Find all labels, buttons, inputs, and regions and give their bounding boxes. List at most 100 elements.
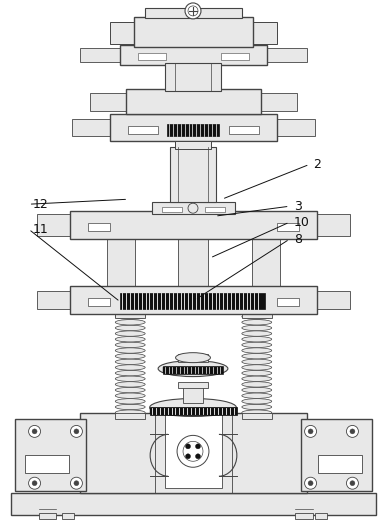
Circle shape bbox=[305, 425, 317, 438]
Text: 12: 12 bbox=[33, 198, 48, 211]
Ellipse shape bbox=[115, 342, 145, 347]
Circle shape bbox=[346, 425, 358, 438]
Text: 10: 10 bbox=[294, 216, 310, 228]
Bar bbox=[263, 48, 307, 62]
Ellipse shape bbox=[242, 365, 272, 370]
Circle shape bbox=[183, 441, 203, 461]
Ellipse shape bbox=[242, 381, 272, 387]
Bar bbox=[163, 367, 223, 373]
Bar bbox=[15, 419, 86, 491]
Bar bbox=[165, 63, 221, 91]
Circle shape bbox=[70, 477, 82, 489]
Ellipse shape bbox=[242, 376, 272, 381]
Bar bbox=[175, 141, 211, 149]
Bar bbox=[252, 236, 280, 286]
Bar bbox=[36, 291, 74, 309]
Text: 11: 11 bbox=[33, 223, 48, 236]
Ellipse shape bbox=[150, 399, 236, 417]
Ellipse shape bbox=[115, 405, 145, 410]
Bar bbox=[120, 45, 267, 64]
Ellipse shape bbox=[242, 336, 272, 342]
Bar bbox=[295, 513, 313, 519]
Circle shape bbox=[308, 429, 313, 434]
Ellipse shape bbox=[242, 410, 272, 416]
Ellipse shape bbox=[242, 359, 272, 365]
Ellipse shape bbox=[242, 399, 272, 404]
Bar bbox=[39, 513, 57, 519]
Bar bbox=[167, 125, 219, 136]
Ellipse shape bbox=[115, 370, 145, 376]
Bar bbox=[80, 48, 124, 62]
Text: 2: 2 bbox=[313, 158, 322, 171]
Bar bbox=[318, 455, 362, 473]
Bar bbox=[107, 236, 135, 286]
Ellipse shape bbox=[242, 325, 272, 331]
Bar bbox=[178, 236, 208, 286]
Bar bbox=[183, 386, 203, 403]
Circle shape bbox=[185, 454, 190, 459]
Ellipse shape bbox=[115, 399, 145, 404]
Ellipse shape bbox=[242, 370, 272, 376]
Ellipse shape bbox=[115, 387, 145, 392]
Circle shape bbox=[29, 477, 41, 489]
Circle shape bbox=[74, 429, 79, 434]
Bar bbox=[62, 513, 74, 519]
Ellipse shape bbox=[242, 314, 272, 319]
Ellipse shape bbox=[242, 348, 272, 353]
Ellipse shape bbox=[115, 359, 145, 365]
Bar bbox=[257, 93, 296, 111]
Bar bbox=[301, 419, 372, 491]
Bar bbox=[277, 223, 299, 231]
Bar bbox=[163, 366, 223, 374]
Bar bbox=[88, 223, 110, 231]
Circle shape bbox=[308, 481, 313, 486]
Bar bbox=[126, 89, 261, 114]
Ellipse shape bbox=[115, 365, 145, 370]
Bar bbox=[165, 413, 222, 488]
Ellipse shape bbox=[115, 393, 145, 398]
Bar bbox=[249, 22, 277, 44]
Bar bbox=[242, 312, 272, 318]
Circle shape bbox=[29, 425, 41, 438]
Bar bbox=[242, 413, 272, 419]
Bar bbox=[273, 118, 315, 136]
Circle shape bbox=[195, 454, 200, 459]
Bar bbox=[152, 202, 235, 214]
Ellipse shape bbox=[115, 314, 145, 319]
Bar bbox=[110, 114, 277, 141]
Circle shape bbox=[74, 481, 79, 486]
Bar bbox=[70, 211, 317, 239]
Circle shape bbox=[70, 425, 82, 438]
Ellipse shape bbox=[242, 387, 272, 392]
Bar bbox=[115, 312, 145, 318]
Ellipse shape bbox=[158, 361, 228, 377]
Bar bbox=[313, 214, 351, 236]
Bar bbox=[315, 513, 327, 519]
Ellipse shape bbox=[115, 381, 145, 387]
Bar bbox=[134, 17, 253, 47]
Bar bbox=[91, 93, 130, 111]
Bar bbox=[178, 354, 208, 362]
Ellipse shape bbox=[115, 320, 145, 325]
Ellipse shape bbox=[115, 336, 145, 342]
Bar bbox=[25, 455, 69, 473]
Bar bbox=[145, 8, 242, 18]
Ellipse shape bbox=[115, 376, 145, 381]
Bar bbox=[205, 207, 225, 212]
Circle shape bbox=[346, 477, 358, 489]
Circle shape bbox=[188, 6, 198, 16]
Bar bbox=[229, 126, 259, 135]
Circle shape bbox=[185, 3, 201, 19]
Ellipse shape bbox=[242, 354, 272, 359]
Ellipse shape bbox=[115, 354, 145, 359]
Circle shape bbox=[195, 444, 200, 449]
Bar bbox=[128, 126, 158, 135]
Ellipse shape bbox=[242, 405, 272, 410]
Bar bbox=[70, 286, 317, 314]
Bar bbox=[36, 214, 74, 236]
Ellipse shape bbox=[242, 393, 272, 398]
Bar bbox=[120, 293, 265, 309]
Bar bbox=[277, 298, 299, 306]
Bar bbox=[162, 207, 182, 212]
Ellipse shape bbox=[242, 342, 272, 347]
